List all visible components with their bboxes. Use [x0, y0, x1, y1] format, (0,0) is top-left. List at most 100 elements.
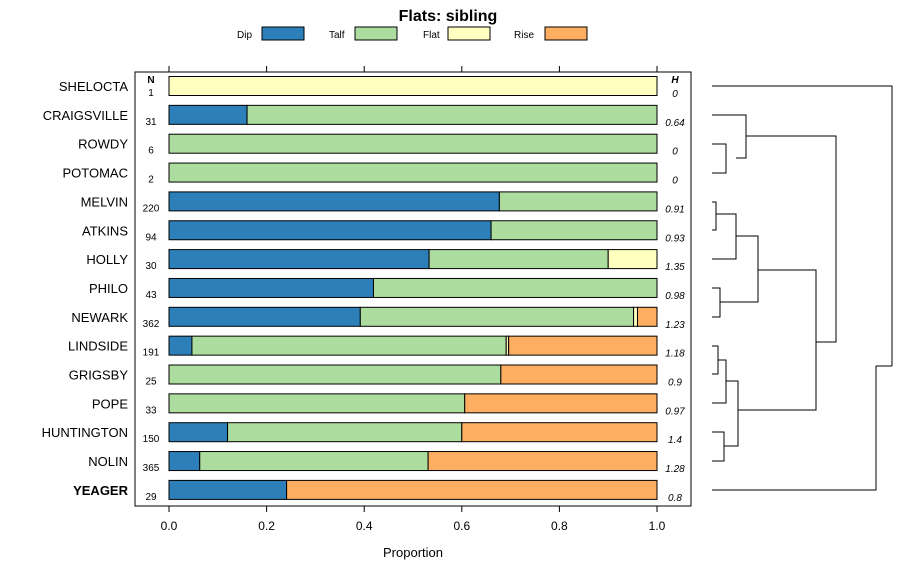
row-label: HOLLY: [86, 252, 128, 267]
row-label: POTOMAC: [63, 166, 129, 181]
legend-swatch: [354, 26, 398, 41]
n-value: 1: [148, 88, 154, 99]
row-label: SHELOCTA: [59, 79, 128, 94]
dendrogram: [712, 85, 893, 491]
bar-segment-rise: [286, 479, 658, 500]
row-label: ROWDY: [78, 137, 128, 152]
h-value: 0: [672, 176, 678, 187]
bar-segment-talf: [359, 306, 635, 327]
row-label: YEAGER: [73, 483, 129, 498]
n-value: 94: [145, 232, 157, 243]
n-value: 43: [145, 290, 157, 301]
bar-segment-dip: [168, 451, 201, 472]
bar-segment-dip: [168, 479, 288, 500]
row-label: GRIGSBY: [69, 368, 129, 383]
dendro-branch: [712, 143, 727, 174]
row-label: LINDSIDE: [68, 339, 128, 354]
n-value: 2: [148, 175, 154, 186]
x-tick-label: 0.2: [258, 519, 275, 533]
legend-swatch: [544, 26, 588, 41]
bar-segment-talf: [168, 393, 466, 414]
x-axis-label: Proportion: [383, 545, 443, 560]
bar-segment-dip: [168, 306, 361, 327]
bar-segment-flat: [168, 76, 658, 96]
dendro-branch: [724, 380, 739, 447]
plot-frame: [134, 71, 692, 507]
row-label: ATKINS: [82, 223, 128, 238]
legend-label: Flat: [423, 30, 440, 41]
dendro-branch: [738, 269, 817, 411]
bar-segment-talf: [199, 451, 429, 472]
x-tick-label: 0.6: [453, 519, 470, 533]
bar-segment-rise: [636, 306, 658, 327]
bar-segment-talf: [498, 191, 658, 212]
x-tick-label: 0.0: [161, 519, 178, 533]
x-tick-label: 0.8: [551, 519, 568, 533]
bar-rows: SHELOCTA 1 0 CRAIGSVILLE 31 0.64 ROWDY 6 0 POTOMA…: [42, 76, 685, 504]
n-value: 6: [148, 146, 154, 157]
n-value: 365: [143, 463, 160, 474]
dendro-branch: [712, 114, 747, 159]
n-value: 30: [145, 261, 157, 272]
h-value: 0.64: [665, 118, 685, 129]
legend-label: Dip: [237, 30, 252, 41]
bar-segment-talf: [227, 422, 463, 443]
dendro-branch: [712, 366, 877, 491]
legend: Dip Talf Flat Rise: [237, 26, 588, 41]
legend-label: Talf: [329, 30, 345, 41]
h-value: 0.98: [665, 291, 685, 302]
h-value: 0: [672, 147, 678, 158]
bar-segment-dip: [168, 422, 229, 443]
row-label: POPE: [92, 396, 128, 411]
n-column-header: N: [147, 75, 154, 86]
bar-segment-talf: [168, 364, 502, 385]
dendro-branch: [746, 135, 837, 343]
h-value: 1.4: [668, 435, 682, 446]
dendro-branch: [712, 201, 717, 231]
dendro-branch: [712, 359, 727, 404]
h-value: 0.8: [668, 493, 682, 504]
bar-segment-rise: [464, 393, 658, 414]
x-tick-label: 1.0: [649, 519, 666, 533]
x-axis: 0.0 0.2 0.4 0.6 0.8 1.0: [161, 66, 666, 533]
bar-segment-rise: [508, 335, 658, 356]
n-value: 362: [143, 319, 160, 330]
bar-segment-talf: [490, 220, 658, 241]
row-label: NEWARK: [71, 310, 128, 325]
n-value: 33: [145, 405, 157, 416]
bar-segment-flat: [633, 306, 638, 327]
row-label: MELVIN: [81, 194, 128, 209]
row-label: PHILO: [89, 281, 128, 296]
row-label: HUNTINGTON: [42, 425, 128, 440]
bar-segment-dip: [168, 104, 248, 125]
h-value: 0.9: [668, 378, 682, 389]
bar-segment-talf: [372, 277, 658, 298]
dendro-branch: [712, 287, 721, 318]
h-value: 1.35: [665, 262, 685, 273]
h-value: 0.93: [665, 233, 685, 244]
n-value: 150: [143, 434, 160, 445]
dendro-branch: [712, 431, 725, 462]
bar-segment-talf: [428, 249, 609, 270]
bar-segment-dip: [168, 249, 430, 270]
n-value: 31: [145, 117, 157, 128]
h-value: 0: [672, 89, 678, 100]
bar-segment-rise: [500, 364, 658, 385]
chart-title: Flats: sibling: [399, 8, 498, 25]
n-value: 29: [145, 492, 157, 503]
dendro-branch: [712, 85, 893, 366]
bar-segment-dip: [168, 335, 193, 356]
bar-segment-dip: [168, 191, 500, 212]
row-label: CRAIGSVILLE: [43, 108, 129, 123]
x-tick-label: 0.4: [356, 519, 373, 533]
legend-swatch: [261, 26, 305, 41]
h-value: 0.97: [665, 406, 685, 417]
row-label: NOLIN: [88, 454, 128, 469]
dendro-branch: [720, 235, 759, 303]
bar-segment-rise: [427, 451, 658, 472]
n-value: 191: [143, 348, 160, 359]
h-value: 1.18: [665, 349, 685, 360]
bar-segment-talf: [168, 162, 658, 183]
n-value: 220: [143, 203, 160, 214]
